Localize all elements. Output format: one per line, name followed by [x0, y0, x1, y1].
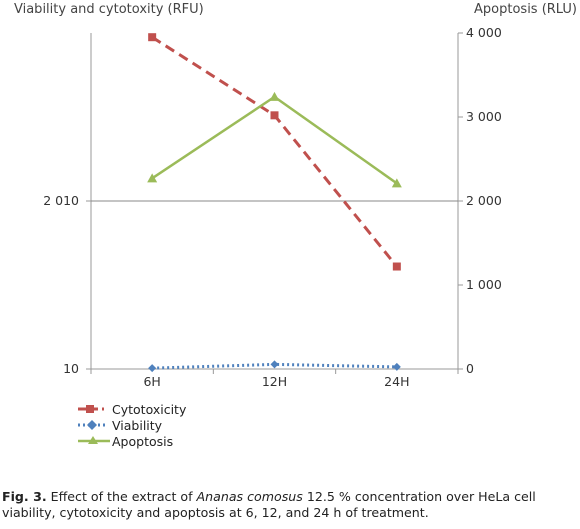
left-tick-label: 10	[63, 361, 79, 376]
x-axis-ticks: 6H 12H 24H	[90, 369, 459, 389]
data-point-viability	[270, 360, 279, 369]
legend-label-viability: Viability	[112, 418, 163, 433]
series-line-cytotoxicity	[151, 35, 398, 268]
caption-species: Ananas comosus	[196, 489, 303, 504]
right-axis-ticks: 0 1 000 2 000 3 000 4 000	[458, 25, 502, 376]
caption-text-2: 12.5 % concentration over HeLa cell viab…	[2, 489, 536, 520]
x-tick-label: 6H	[143, 374, 160, 389]
data-point-apoptosis	[269, 91, 280, 101]
right-tick-label: 1 000	[466, 277, 502, 292]
caption-text-1: Effect of the extract of	[46, 489, 197, 504]
right-axis-title: Apoptosis (RLU)	[474, 2, 577, 17]
right-tick-label: 4 000	[466, 25, 502, 40]
series-line-viability	[152, 362, 397, 370]
series-line-apoptosis	[151, 95, 398, 185]
left-tick-label: 2 010	[43, 193, 79, 208]
right-tick-label: 3 000	[466, 109, 502, 124]
data-point-viability	[392, 362, 401, 371]
right-tick-label: 2 000	[466, 193, 502, 208]
legend-marker-apoptosis	[88, 436, 98, 444]
legend-label-cytotoxicity: Cytotoxicity	[112, 402, 187, 417]
data-point-viability	[148, 364, 157, 373]
figure-caption: Fig. 3. Effect of the extract of Ananas …	[2, 489, 578, 521]
left-axis-ticks: 10 2 010	[43, 193, 91, 376]
series-viability	[148, 360, 401, 373]
series-apoptosis	[147, 91, 402, 188]
data-point-cytotoxicity	[392, 262, 401, 271]
x-tick-label: 12H	[262, 374, 287, 389]
data-point-apoptosis	[147, 173, 158, 183]
legend: Cytotoxicity Viability Apoptosis	[78, 402, 187, 449]
legend-marker-cytotoxicity	[86, 405, 94, 413]
legend-item-cytotoxicity: Cytotoxicity	[78, 402, 187, 417]
legend-marker-viability	[87, 420, 97, 430]
series-layer	[147, 33, 402, 373]
series-cytotoxicity	[148, 33, 401, 271]
legend-item-apoptosis: Apoptosis	[78, 434, 173, 449]
chart: Viability and cytotoxity (RFU) Apoptosis…	[14, 2, 577, 449]
data-point-cytotoxicity	[270, 111, 279, 120]
data-point-cytotoxicity	[148, 33, 157, 42]
legend-item-viability: Viability	[78, 418, 163, 433]
right-tick-label: 0	[466, 361, 474, 376]
caption-label: Fig. 3.	[2, 489, 47, 504]
data-point-apoptosis	[391, 178, 402, 188]
x-tick-label: 24H	[384, 374, 409, 389]
legend-label-apoptosis: Apoptosis	[112, 434, 173, 449]
left-axis-title: Viability and cytotoxity (RFU)	[14, 2, 204, 17]
